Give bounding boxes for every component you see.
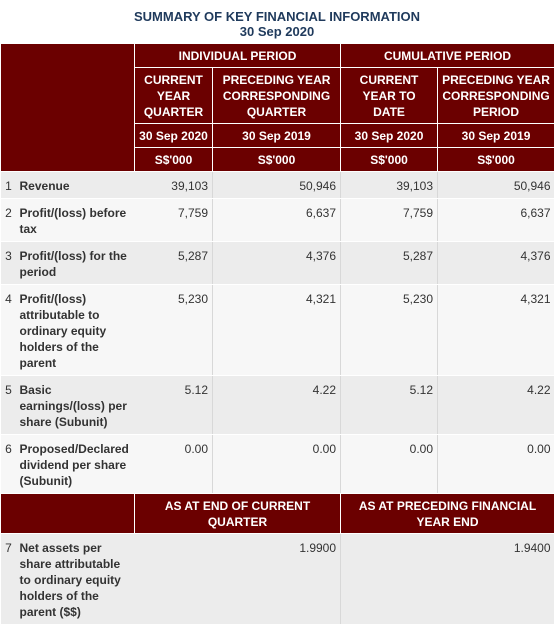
- column-unit-row: S$'000 S$'000 S$'000 S$'000: [1, 147, 554, 172]
- col-date: 30 Sep 2020: [134, 123, 213, 148]
- table-row: 7 Net assets per share attributable to o…: [0, 533, 554, 625]
- cell-value: 0.00: [134, 434, 213, 494]
- page-title-block: SUMMARY OF KEY FINANCIAL INFORMATION 30 …: [0, 0, 554, 43]
- table-row: 2 Profit/(loss) before tax 7,759 6,637 7…: [0, 198, 554, 242]
- row-label: Revenue: [16, 171, 135, 199]
- row-label: Profit/(loss) attributable to ordinary e…: [16, 284, 135, 376]
- col-date: 30 Sep 2019: [211, 123, 342, 148]
- col-unit: S$'000: [134, 147, 213, 172]
- cell-value: 4,376: [211, 241, 341, 285]
- col-unit: S$'000: [340, 147, 439, 172]
- cell-value: 5,287: [340, 241, 438, 285]
- cell-value: 7,759: [134, 198, 213, 242]
- col-heading-current-ytd: CURRENT YEAR TO DATE: [340, 67, 439, 124]
- col-unit: S$'000: [211, 147, 342, 172]
- col-unit: S$'000: [437, 147, 554, 172]
- column-header-row: CURRENT YEAR QUARTER PRECEDING YEAR CORR…: [1, 67, 554, 124]
- cell-value: 5,230: [134, 284, 213, 376]
- row-number: 6: [0, 434, 17, 494]
- group-cumulative-period: CUMULATIVE PERIOD: [340, 43, 554, 68]
- cell-value: 4.22: [211, 375, 341, 435]
- table-row: 1 Revenue 39,103 50,946 39,103 50,946: [0, 171, 554, 199]
- cell-value: 0.00: [340, 434, 438, 494]
- as-at-current-quarter: AS AT END OF CURRENT QUARTER: [133, 493, 342, 534]
- row-number: 4: [0, 284, 17, 376]
- col-heading-preceding-quarter: PRECEDING YEAR CORRESPONDING QUARTER: [211, 67, 342, 124]
- row-label: Proposed/Declared dividend per share (Su…: [16, 434, 135, 494]
- as-at-header-row: AS AT END OF CURRENT QUARTER AS AT PRECE…: [0, 493, 554, 534]
- cell-value: 39,103: [340, 171, 438, 199]
- cell-value: 39,103: [134, 171, 213, 199]
- cell-value: 6,637: [437, 198, 554, 242]
- header-blank: [0, 493, 135, 534]
- row-label: Profit/(loss) for the period: [16, 241, 135, 285]
- table-row: 3 Profit/(loss) for the period 5,287 4,3…: [0, 241, 554, 285]
- table-row: 4 Profit/(loss) attributable to ordinary…: [0, 284, 554, 376]
- col-date: 30 Sep 2019: [437, 123, 554, 148]
- cell-value: 5.12: [134, 375, 213, 435]
- cell-value: 0.00: [437, 434, 554, 494]
- cell-value: 50,946: [211, 171, 341, 199]
- group-individual-period: INDIVIDUAL PERIOD: [133, 43, 342, 68]
- cell-value: 1.9400: [340, 533, 554, 625]
- group-header-row: INDIVIDUAL PERIOD CUMULATIVE PERIOD: [0, 43, 554, 172]
- row-number: 3: [0, 241, 17, 285]
- cell-value: 1.9900: [134, 533, 341, 625]
- cell-value: 7,759: [340, 198, 438, 242]
- page-title: SUMMARY OF KEY FINANCIAL INFORMATION: [134, 9, 420, 24]
- row-label: Profit/(loss) before tax: [16, 198, 135, 242]
- col-date: 30 Sep 2020: [340, 123, 439, 148]
- col-heading-current-quarter: CURRENT YEAR QUARTER: [134, 67, 213, 124]
- col-heading-preceding-period: PRECEDING YEAR CORRESPONDING PERIOD: [437, 67, 554, 124]
- row-label: Net assets per share attributable to ord…: [16, 533, 135, 625]
- cell-value: 4,376: [437, 241, 554, 285]
- cell-value: 4,321: [211, 284, 341, 376]
- row-number: 2: [0, 198, 17, 242]
- cell-value: 5.12: [340, 375, 438, 435]
- cell-value: 4,321: [437, 284, 554, 376]
- cell-value: 4.22: [437, 375, 554, 435]
- as-at-preceding-year-end: AS AT PRECEDING FINANCIAL YEAR END: [340, 493, 554, 534]
- table-row: 6 Proposed/Declared dividend per share (…: [0, 434, 554, 494]
- page-date: 30 Sep 2020: [239, 24, 315, 39]
- table-row: 5 Basic earnings/(loss) per share (Subun…: [0, 375, 554, 435]
- column-date-row: 30 Sep 2020 30 Sep 2019 30 Sep 2020 30 S…: [1, 123, 554, 148]
- header-blank: [0, 43, 135, 172]
- cell-value: 5,287: [134, 241, 213, 285]
- cell-value: 50,946: [437, 171, 554, 199]
- financial-summary-table: INDIVIDUAL PERIOD CUMULATIVE PERIOD CURR…: [0, 43, 554, 625]
- row-number: 5: [0, 375, 17, 435]
- row-label: Basic earnings/(loss) per share (Subunit…: [16, 375, 135, 435]
- row-number: 1: [0, 171, 17, 199]
- row-number: 7: [0, 533, 17, 625]
- cell-value: 0.00: [211, 434, 341, 494]
- cell-value: 6,637: [211, 198, 341, 242]
- cell-value: 5,230: [340, 284, 438, 376]
